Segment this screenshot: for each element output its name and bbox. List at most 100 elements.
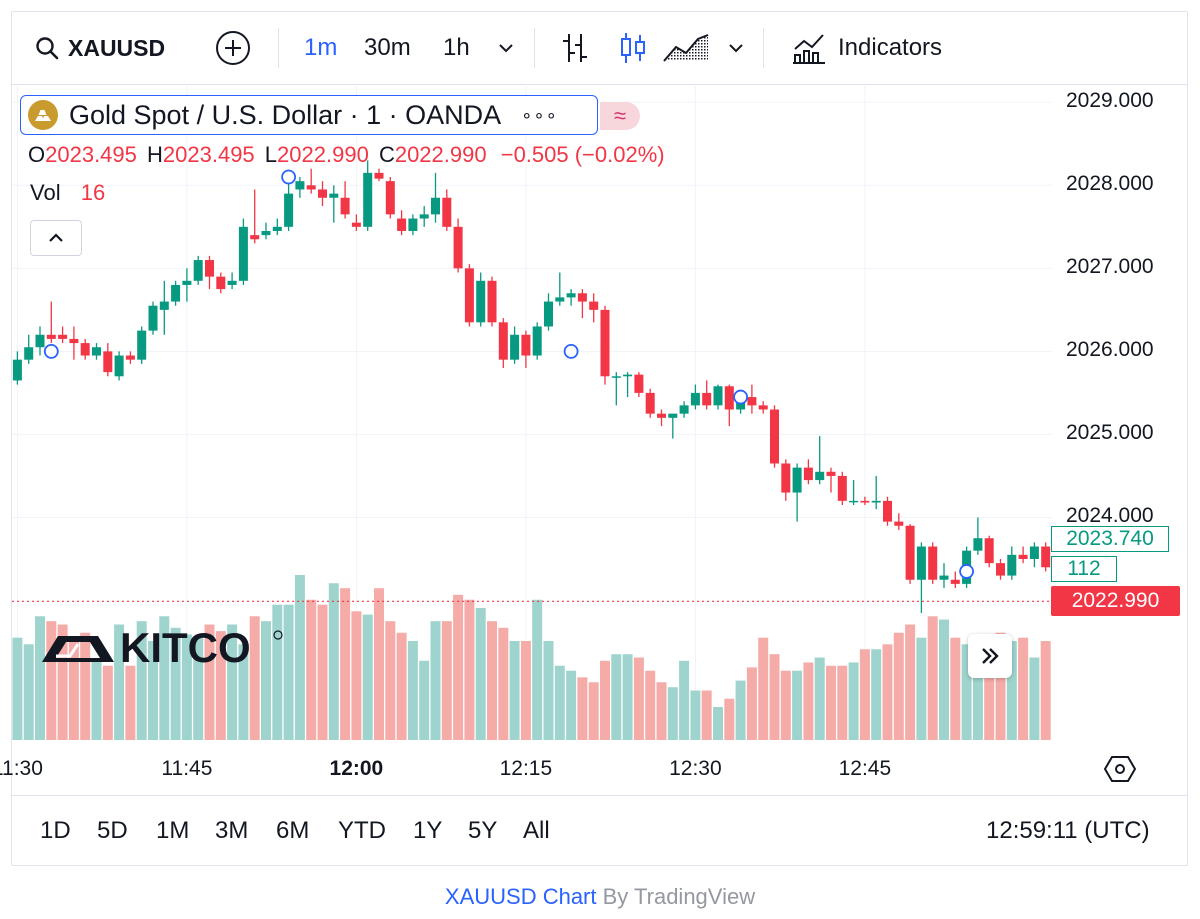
interval-30m[interactable]: 30m — [364, 34, 411, 61]
volume-bar — [758, 637, 769, 740]
bar-chart-type-button[interactable] — [560, 12, 590, 84]
chart-credit: XAUUSD Chart By TradingView — [0, 884, 1200, 910]
candle-body — [996, 563, 1005, 576]
area-chart-type-button[interactable] — [662, 12, 710, 84]
range-button-5y[interactable]: 5Y — [468, 817, 498, 844]
volume-bar — [125, 665, 136, 740]
range-button-5d[interactable]: 5D — [97, 817, 128, 844]
volume-bar — [340, 588, 351, 740]
indicators-button[interactable]: Indicators — [792, 12, 942, 84]
collapse-legend-button[interactable] — [30, 220, 82, 256]
volume-bar — [170, 627, 181, 740]
l-value: 2022.990 — [277, 142, 369, 167]
range-button-1d[interactable]: 1D — [40, 817, 71, 844]
interval-1h[interactable]: 1h — [443, 34, 470, 61]
chart-type-dropdown[interactable] — [727, 12, 745, 84]
symbol-chart-link[interactable]: XAUUSD Chart — [444, 884, 597, 909]
candle-body — [487, 280, 497, 323]
candle-body — [860, 500, 870, 503]
ohlc-bars-icon — [563, 34, 587, 62]
candle-body — [781, 463, 791, 493]
candle-body — [792, 467, 802, 493]
range-button-1y[interactable]: 1Y — [413, 817, 443, 844]
candle-body — [544, 301, 553, 327]
time-tick-label: 11:30 — [0, 757, 43, 780]
volume-bar — [385, 621, 396, 740]
volume-bar — [249, 616, 260, 740]
bottom-range-bar — [12, 795, 1187, 867]
volume-bar — [227, 624, 238, 740]
vol-value: 16 — [80, 180, 106, 205]
volume-bar — [950, 637, 961, 740]
indicators-toggle[interactable]: ≈ — [600, 102, 640, 130]
candle-body — [272, 226, 282, 231]
candle-body — [159, 301, 169, 310]
candle-body — [589, 301, 599, 310]
range-button-all[interactable]: All — [523, 817, 550, 844]
range-button-3m[interactable]: 3M — [215, 817, 249, 844]
candle-body — [35, 334, 45, 348]
candle-body — [758, 405, 768, 410]
volume-bar — [57, 624, 68, 740]
event-markers — [43, 169, 974, 579]
volume-bar — [859, 649, 870, 740]
candle-body — [803, 467, 813, 481]
candle-body — [137, 330, 147, 360]
volume-bar — [464, 599, 475, 740]
candle-body — [815, 471, 825, 481]
scroll-to-realtime-button[interactable] — [968, 634, 1012, 678]
time-tick-label: 11:45 — [161, 757, 213, 780]
volume-bar — [532, 599, 543, 740]
event-marker — [959, 564, 974, 579]
volume-bar — [769, 654, 780, 740]
candle-body — [837, 475, 847, 501]
event-marker — [733, 389, 748, 405]
candle-body — [216, 276, 226, 290]
volume-bar — [261, 621, 271, 740]
candle-body — [973, 538, 983, 551]
candle-body — [295, 181, 305, 190]
volume-bar — [1029, 657, 1040, 740]
volume-bar — [1040, 641, 1051, 740]
volume-bar — [441, 621, 452, 740]
top-toolbar: XAUUSD 1m 30m 1h Indicators — [12, 12, 1187, 85]
range-button-6m[interactable]: 6M — [276, 817, 310, 844]
legend-symbol-box[interactable]: Gold Spot / U.S. Dollar · 1 · OANDA ∘∘∘ — [20, 95, 598, 135]
symbol-search[interactable]: XAUUSD — [34, 12, 165, 84]
candle-body — [363, 172, 373, 227]
candle-body — [498, 322, 508, 360]
range-button-ytd[interactable]: YTD — [338, 817, 386, 844]
vol-label: Vol — [30, 180, 61, 205]
indicators-label: Indicators — [838, 34, 943, 61]
price-tick-label: 2027.000 — [1066, 255, 1154, 279]
candle-body — [284, 193, 294, 227]
tradingview-credit[interactable]: By TradingView — [602, 884, 756, 909]
candle-body — [611, 376, 621, 378]
compare-button[interactable] — [215, 12, 251, 84]
candle-body — [510, 334, 520, 360]
candles-chart-type-button[interactable] — [618, 12, 648, 84]
volume-bar — [746, 667, 757, 740]
volume-bar — [487, 621, 497, 740]
clock-timezone[interactable]: 12:59:11 (UTC) — [986, 817, 1150, 844]
price-chart-area[interactable]: KITCO — [12, 84, 1052, 740]
more-options-icon[interactable]: ∘∘∘ — [521, 104, 558, 125]
o-value: 2023.495 — [45, 142, 137, 167]
volume-bar — [407, 641, 418, 740]
chart-settings-button[interactable] — [1103, 754, 1137, 789]
interval-1m[interactable]: 1m — [304, 34, 338, 61]
price-tick-label: 2025.000 — [1066, 421, 1154, 445]
candlestick-chart: KITCO — [12, 84, 1052, 740]
volume-bar — [1006, 641, 1017, 740]
candle-body — [103, 351, 113, 373]
volume-bar — [566, 670, 577, 740]
candle-body — [397, 218, 407, 231]
range-button-1m[interactable]: 1M — [156, 817, 190, 844]
candle-body — [883, 500, 892, 522]
volume-bar — [193, 637, 204, 740]
event-marker — [563, 343, 579, 359]
volume-bar — [362, 614, 373, 740]
interval-dropdown[interactable] — [497, 12, 515, 84]
grid-lines — [12, 84, 1052, 740]
volume-bar — [328, 583, 339, 740]
